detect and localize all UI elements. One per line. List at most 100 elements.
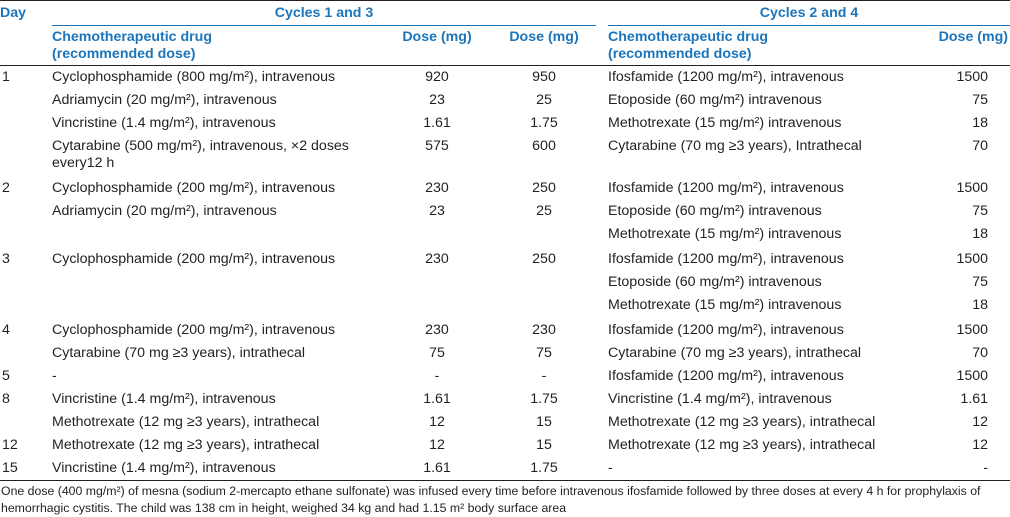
cell-day: [0, 223, 52, 246]
cell-day: 5: [2, 368, 10, 384]
cell-dose-a1: 575: [425, 138, 449, 154]
cell-drug-b: Methotrexate (12 mg ≥3 years), intrathec…: [608, 414, 876, 430]
cell-day: [0, 200, 52, 223]
cell-dose-a1: 230: [425, 322, 449, 338]
cell-drug-a: [52, 223, 382, 246]
cell-dose-a2: 15: [536, 414, 552, 430]
cell-dose-b: 70: [972, 345, 989, 361]
cell-dose-a2: -: [541, 368, 547, 384]
cell-dose-a2: 75: [536, 345, 552, 361]
cell-dose-b: 12: [972, 437, 989, 453]
header-dose-b: Dose (mg): [930, 25, 1010, 66]
cell-drug-a: Methotrexate (12 mg ≥3 years), intrathec…: [52, 414, 320, 430]
cell-dose-a1: 23: [429, 203, 445, 219]
cell-day: 2: [2, 180, 10, 196]
cell-dose-b: 70: [972, 138, 989, 154]
cell-day: [0, 89, 52, 112]
cell-drug-a: -: [52, 368, 57, 384]
table-row: Cytarabine (70 mg ≥3 years), intrathecal…: [0, 342, 1010, 365]
cell-drug-a: Cyclophosphamide (200 mg/m²), intravenou…: [52, 180, 336, 196]
cell-dose-a2: 25: [536, 92, 552, 108]
cell-drug-a: Cyclophosphamide (200 mg/m²), intravenou…: [52, 322, 336, 338]
table-row: Cytarabine (500 mg/m²), intravenous, ×2 …: [0, 135, 1010, 175]
cell-dose-a1: [382, 223, 492, 246]
cell-drug-a: Cyclophosphamide (200 mg/m²), intravenou…: [52, 251, 336, 267]
header-dose-a2: Dose (mg): [492, 25, 597, 66]
cell-gap: [596, 271, 608, 294]
table-row: 12 Methotrexate (12 mg ≥3 years), intrat…: [0, 434, 1010, 457]
cell-dose-a2: 600: [532, 138, 556, 154]
cell-dose-a2: 1.75: [492, 457, 597, 481]
cell-drug-a: [52, 294, 382, 317]
cell-day: 4: [2, 322, 10, 338]
cell-dose-b: 18: [972, 115, 989, 131]
cell-day: 8: [2, 391, 10, 407]
cell-dose-a1: 12: [429, 414, 445, 430]
cell-dose-a2: 1.75: [530, 115, 558, 131]
cell-dose-a1: 1.61: [382, 457, 492, 481]
table-row: Adriamycin (20 mg/m²), intravenous 23 25…: [0, 89, 1010, 112]
table-body: 1 Cyclophosphamide (800 mg/m²), intraven…: [0, 66, 1010, 481]
cell-dose-a1: 75: [429, 345, 445, 361]
cell-gap: [596, 200, 608, 223]
table-row: Methotrexate (12 mg ≥3 years), intrathec…: [0, 411, 1010, 434]
cell-dose-a1: 230: [425, 180, 449, 196]
cell-dose-b: -: [930, 457, 1010, 481]
cell-gap: [596, 342, 608, 365]
header-drug-b: Chemotherapeutic drug (recommended dose): [608, 25, 931, 66]
cell-drug-a: [52, 271, 382, 294]
header-drug-a: Chemotherapeutic drug (recommended dose): [52, 25, 382, 66]
table-row: Methotrexate (15 mg/m²) intravenous 18: [0, 294, 1010, 317]
cell-drug-b: Cytarabine (70 mg ≥3 years), intrathecal: [608, 345, 862, 361]
cell-drug-a: Methotrexate (12 mg ≥3 years), intrathec…: [52, 437, 320, 453]
cell-dose-a2: 250: [532, 251, 556, 267]
cell-gap: [596, 457, 609, 481]
cell-gap: [596, 294, 608, 317]
cell-drug-a: Cyclophosphamide (800 mg/m²), intravenou…: [52, 69, 336, 85]
chemotherapy-table: Day Cycles 1 and 3 Cycles 2 and 4 Chemot…: [0, 0, 1010, 481]
header-drug-a-sub: (recommended dose): [52, 46, 196, 62]
cell-drug-b: Methotrexate (15 mg/m²) intravenous: [608, 115, 842, 131]
cell-dose-a2: 250: [532, 180, 556, 196]
cell-dose-a1: 12: [429, 437, 445, 453]
cell-drug-a: Vincristine (1.4 mg/m²), intravenous: [52, 391, 276, 407]
cell-day: [0, 342, 52, 365]
cell-gap: [596, 135, 608, 175]
table-row: Vincristine (1.4 mg/m²), intravenous 1.6…: [0, 112, 1010, 135]
cell-drug-b: Etoposide (60 mg/m²) intravenous: [608, 92, 822, 108]
cell-dose-a2: 950: [532, 69, 556, 85]
cell-day: [0, 112, 52, 135]
cell-dose-a2: 1.75: [530, 391, 558, 407]
cell-dose-a1: 1.61: [423, 115, 451, 131]
cell-dose-a2: [492, 271, 596, 294]
cell-gap: [596, 175, 608, 200]
cell-dose-b: 75: [972, 203, 989, 219]
cell-dose-a2: [492, 223, 596, 246]
cell-day: 3: [2, 251, 10, 267]
table-row: 3 Cyclophosphamide (200 mg/m²), intraven…: [0, 246, 1010, 271]
cell-gap: [596, 66, 608, 90]
table-row: Methotrexate (15 mg/m²) intravenous 18: [0, 223, 1010, 246]
cell-day: 1: [2, 69, 10, 85]
cell-gap: [596, 89, 608, 112]
cell-day: [0, 411, 52, 434]
cell-dose-b: 1500: [956, 180, 989, 196]
cell-gap: [596, 246, 608, 271]
header-gap-2: [596, 25, 609, 66]
cell-dose-b: 18: [972, 226, 989, 242]
cell-drug-a: Cytarabine (500 mg/m²), intravenous, ×2 …: [52, 138, 349, 171]
cell-dose-a1: [382, 271, 492, 294]
cell-drug-b: Etoposide (60 mg/m²) intravenous: [608, 274, 822, 290]
table-row: Adriamycin (20 mg/m²), intravenous 23 25…: [0, 200, 1010, 223]
cell-gap: [596, 223, 608, 246]
table-row: 8 Vincristine (1.4 mg/m²), intravenous 1…: [0, 388, 1010, 411]
cell-dose-b: 18: [972, 297, 989, 313]
cell-day: [0, 294, 52, 317]
cell-dose-a1: 230: [425, 251, 449, 267]
cell-dose-a2: [492, 294, 596, 317]
cell-dose-a1: 920: [425, 69, 449, 85]
cell-drug-b: Etoposide (60 mg/m²) intravenous: [608, 203, 822, 219]
table-row: 2 Cyclophosphamide (200 mg/m²), intraven…: [0, 175, 1010, 200]
cell-dose-b: 75: [972, 274, 989, 290]
cell-dose-b: 12: [972, 414, 989, 430]
